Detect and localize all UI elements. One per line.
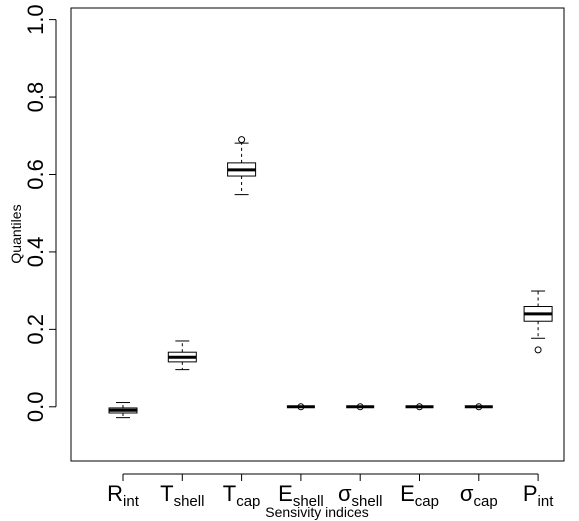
x-tick-label-subscript: cap [236, 493, 260, 510]
box-7 [523, 290, 553, 354]
x-tick-label-subscript: int [123, 493, 140, 510]
outlier-point [416, 403, 423, 411]
x-tick-label-subscript: shell [174, 493, 205, 510]
x-tick-label-subscript: int [538, 493, 555, 510]
x-tick-label-base: R [107, 481, 123, 506]
x-tick-label-base: σ [338, 481, 352, 506]
x-tick-label-base: P [523, 481, 538, 506]
outlier-point [297, 403, 305, 411]
box-5 [405, 403, 434, 411]
x-tick-label-subscript: cap [473, 493, 497, 510]
y-tick-label: 0.0 [23, 391, 48, 422]
y-tick-label: 0.6 [23, 159, 48, 190]
x-tick-label: Pint [523, 481, 554, 510]
y-tick-label: 0.2 [23, 314, 48, 345]
x-tick-label-base: E [400, 481, 415, 506]
outlier-point [475, 403, 483, 411]
outlier-point [238, 136, 246, 144]
outlier-point [356, 403, 364, 411]
x-tick-label-base: T [223, 481, 236, 506]
x-tick-label-base: E [278, 481, 293, 506]
box-4 [346, 403, 375, 411]
plot-frame [70, 7, 565, 462]
x-tick-label-subscript: shell [293, 493, 324, 510]
x-axis: Rint Tshell Tcap Eshell σshell Ecap σcap Pint [107, 473, 554, 510]
x-tick-label: Tshell [160, 481, 204, 510]
y-axis: 0.0 0.2 0.4 0.6 0.8 1.0 [23, 4, 57, 422]
x-tick-label-subscript: cap [415, 493, 439, 510]
x-tick-label: Tcap [223, 481, 261, 510]
box-6 [464, 403, 493, 411]
x-tick-label: Ecap [400, 481, 439, 510]
x-tick-label: σshell [338, 481, 382, 510]
box-0 [108, 402, 138, 419]
y-tick-label: 0.8 [23, 82, 48, 113]
x-tick-label-base: T [160, 481, 173, 506]
box-3 [286, 403, 315, 411]
x-tick-label: Eshell [278, 481, 324, 510]
x-tick-label: Rint [107, 481, 140, 510]
box-1 [167, 340, 197, 371]
y-tick-label: 0.4 [23, 237, 48, 268]
x-tick-label-subscript: shell [352, 493, 383, 510]
y-axis-title: Quantiles [8, 204, 24, 263]
y-tick-label: 1.0 [23, 4, 48, 35]
boxes-layer [108, 136, 553, 419]
box-2 [227, 136, 257, 196]
x-tick-label-base: σ [460, 481, 474, 506]
outlier-point [534, 346, 542, 354]
x-axis-title: Sensivity indices [265, 504, 369, 520]
x-tick-label: σcap [460, 481, 498, 510]
